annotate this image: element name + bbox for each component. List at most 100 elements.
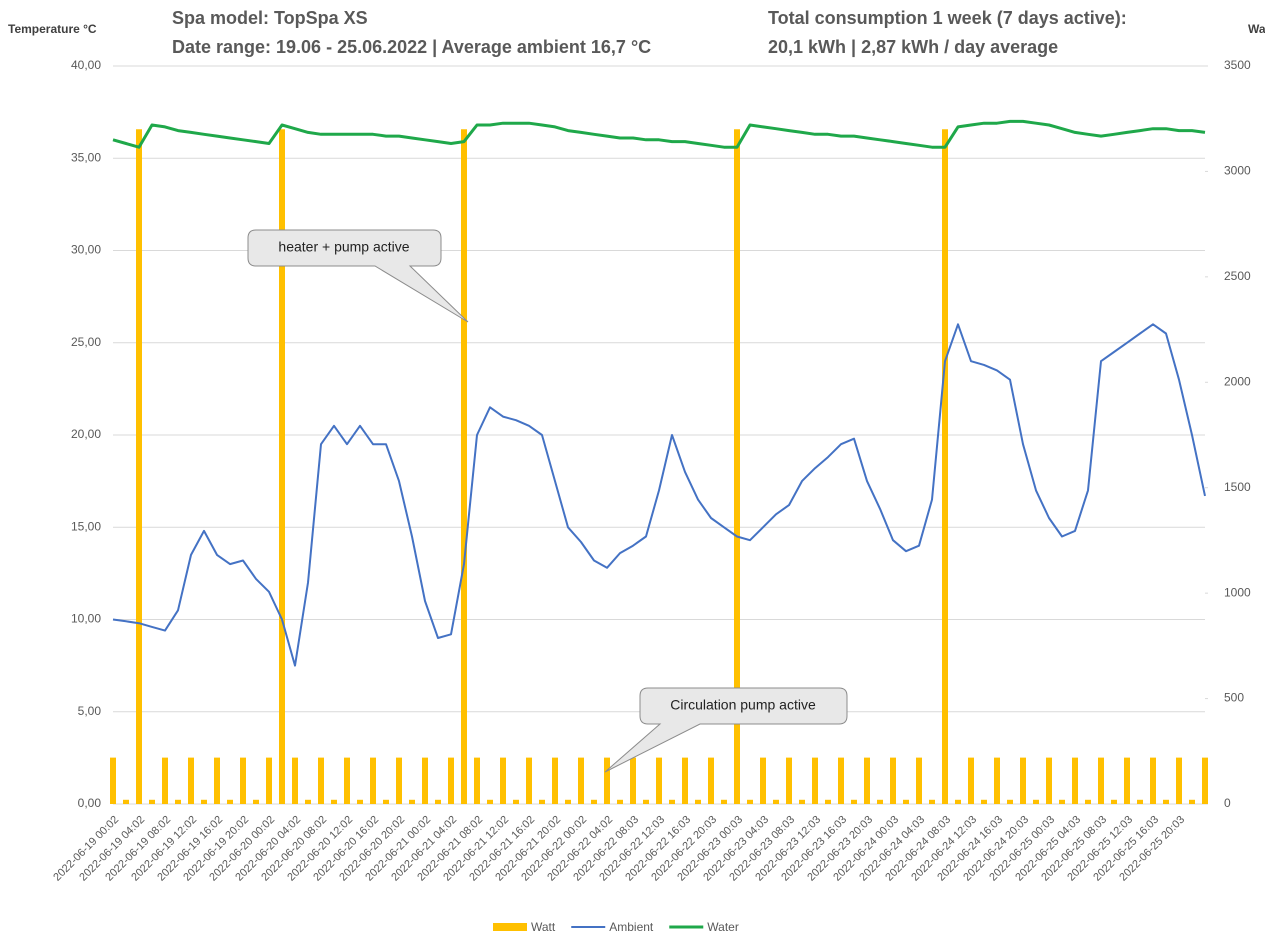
title-line: Total consumption 1 week (7 days active)… bbox=[768, 8, 1127, 28]
bar bbox=[1085, 799, 1091, 804]
y-tick-label: 25,00 bbox=[71, 335, 101, 349]
bar bbox=[409, 799, 415, 804]
bar bbox=[734, 129, 740, 804]
legend-label: Ambient bbox=[609, 920, 654, 934]
bar bbox=[201, 799, 207, 804]
y-tick-label: 20,00 bbox=[71, 427, 101, 441]
bar bbox=[773, 799, 779, 804]
y-axis-label: Temperature °C bbox=[8, 22, 97, 36]
plot-area: 0,00 5,00 10,00 15,00 20,00 25,00 30,00 35,00 40… bbox=[51, 58, 1251, 883]
bar bbox=[344, 757, 350, 804]
y2-tick-label: 0 bbox=[1224, 796, 1231, 810]
bar bbox=[955, 799, 961, 804]
bar bbox=[1098, 757, 1104, 804]
legend: Watt Ambient Water bbox=[493, 920, 739, 934]
bar bbox=[656, 757, 662, 804]
y2-tick-label: 500 bbox=[1224, 691, 1244, 705]
bar bbox=[110, 757, 116, 804]
bar bbox=[851, 799, 857, 804]
bar bbox=[136, 129, 142, 804]
bar bbox=[1176, 757, 1182, 804]
bar bbox=[500, 757, 506, 804]
bar bbox=[266, 757, 272, 804]
bar bbox=[825, 799, 831, 804]
title-line: Date range: 19.06 - 25.06.2022 | Average… bbox=[172, 37, 651, 57]
bar bbox=[1111, 799, 1117, 804]
callout: Circulation pump active bbox=[604, 687, 848, 773]
bar bbox=[1059, 799, 1065, 804]
bar bbox=[513, 799, 519, 804]
bar bbox=[682, 757, 688, 804]
y-tick-label: 0,00 bbox=[78, 796, 102, 810]
bar bbox=[474, 757, 480, 804]
bar bbox=[227, 799, 233, 804]
bar bbox=[292, 757, 298, 804]
bar bbox=[695, 799, 701, 804]
bar bbox=[435, 799, 441, 804]
annotation: Circulation pump active bbox=[670, 697, 816, 713]
callout: heater + pump active bbox=[247, 229, 469, 323]
title-line: Spa model: TopSpa XS bbox=[172, 8, 368, 28]
bar bbox=[305, 799, 311, 804]
bar bbox=[539, 799, 545, 804]
bar bbox=[526, 757, 532, 804]
bar bbox=[331, 799, 337, 804]
bar bbox=[370, 757, 376, 804]
bar bbox=[1163, 799, 1169, 804]
bar bbox=[188, 757, 194, 804]
bar bbox=[357, 799, 363, 804]
bar bbox=[864, 757, 870, 804]
y-tick-label: 5,00 bbox=[78, 704, 102, 718]
callout-shape bbox=[604, 687, 848, 773]
bar bbox=[942, 129, 948, 804]
bar bbox=[422, 757, 428, 804]
bar bbox=[916, 757, 922, 804]
callout-shape bbox=[247, 229, 469, 323]
bar bbox=[708, 757, 714, 804]
bar bbox=[1189, 799, 1195, 804]
bar bbox=[578, 757, 584, 804]
bar bbox=[630, 757, 636, 804]
bar bbox=[981, 799, 987, 804]
bar bbox=[565, 799, 571, 804]
bar bbox=[721, 799, 727, 804]
bar bbox=[1202, 757, 1208, 804]
bar bbox=[240, 757, 246, 804]
bar bbox=[838, 757, 844, 804]
bar bbox=[1137, 799, 1143, 804]
y-tick-label: 10,00 bbox=[71, 612, 101, 626]
bar bbox=[1124, 757, 1130, 804]
bar bbox=[643, 799, 649, 804]
bar bbox=[396, 757, 402, 804]
bar bbox=[149, 799, 155, 804]
bar bbox=[994, 757, 1000, 804]
legend-label: Watt bbox=[531, 920, 556, 934]
bar bbox=[799, 799, 805, 804]
y-tick-label: 30,00 bbox=[71, 243, 101, 257]
y-tick-label: 40,00 bbox=[71, 58, 101, 72]
bar bbox=[279, 129, 285, 804]
y2-tick-label: 2000 bbox=[1224, 374, 1251, 388]
bar bbox=[890, 757, 896, 804]
bar bbox=[968, 757, 974, 804]
bar bbox=[253, 799, 259, 804]
y-tick-label: 35,00 bbox=[71, 150, 101, 164]
bar bbox=[487, 799, 493, 804]
bar bbox=[812, 757, 818, 804]
bar bbox=[448, 757, 454, 804]
bar bbox=[617, 799, 623, 804]
bar bbox=[318, 757, 324, 804]
y-tick-label: 15,00 bbox=[71, 519, 101, 533]
bar bbox=[1007, 799, 1013, 804]
bar bbox=[786, 757, 792, 804]
bar bbox=[175, 799, 181, 804]
bar bbox=[1033, 799, 1039, 804]
annotation: heater + pump active bbox=[278, 239, 409, 255]
bar bbox=[461, 129, 467, 804]
bar bbox=[604, 757, 610, 804]
legend-label: Water bbox=[707, 920, 739, 934]
bar bbox=[929, 799, 935, 804]
bar bbox=[123, 799, 129, 804]
bar bbox=[877, 799, 883, 804]
